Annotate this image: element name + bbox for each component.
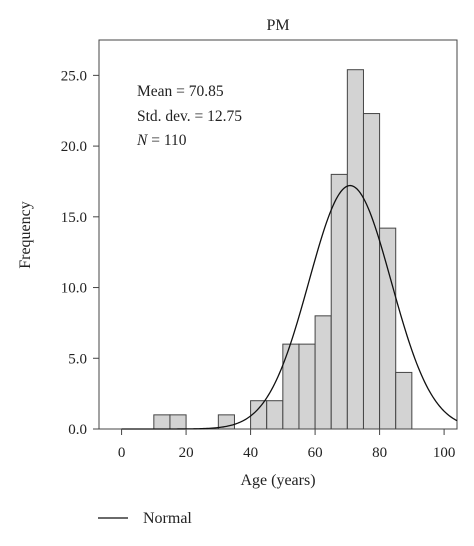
histogram-bar-65-70	[330, 173, 348, 430]
x-axis: 0 20 40 60 80 100	[118, 429, 456, 461]
y-tick-label: 20.0	[61, 139, 87, 155]
histogram-bar-10-15	[153, 414, 171, 430]
histogram-bar-45-50	[266, 400, 284, 430]
legend-label-normal: Normal	[143, 510, 192, 527]
x-tick-label: 80	[372, 445, 387, 461]
stat-n-symbol: N	[136, 132, 149, 149]
stat-n-value: = 110	[147, 132, 186, 149]
histogram-bar-80-85	[379, 227, 397, 430]
bars-layer	[153, 69, 413, 430]
y-tick-label: 25.0	[61, 68, 87, 84]
histogram-bar-70-75	[346, 69, 364, 430]
y-tick-label: 5.0	[68, 351, 87, 367]
x-tick-label: 20	[179, 445, 194, 461]
histogram-bar-40-45	[250, 400, 268, 430]
histogram-bar-60-65	[314, 315, 332, 430]
y-axis: 0.0 5.0 10.0 15.0 20.0 25.0	[61, 68, 99, 438]
histogram-bar-15-20	[169, 414, 187, 430]
histogram-bar-55-60	[298, 343, 316, 430]
chart-title: PM	[266, 17, 289, 34]
y-tick-label: 10.0	[61, 281, 87, 297]
stat-mean: Mean = 70.85	[137, 83, 224, 100]
y-axis-label: Frequency	[17, 201, 34, 269]
y-tick-label: 0.0	[68, 422, 87, 438]
normal-curve	[121, 184, 458, 430]
stat-n: N = 110	[136, 132, 187, 149]
y-tick-label: 15.0	[61, 210, 87, 226]
stat-std-dev: Std. dev. = 12.75	[137, 108, 242, 125]
histogram-bar-75-80	[362, 113, 381, 430]
x-tick-label: 0	[118, 445, 126, 461]
x-tick-label: 40	[243, 445, 258, 461]
histogram-bar-85-90	[395, 371, 413, 430]
x-tick-label: 60	[308, 445, 323, 461]
x-tick-label: 100	[433, 445, 456, 461]
x-axis-label: Age (years)	[240, 472, 315, 489]
